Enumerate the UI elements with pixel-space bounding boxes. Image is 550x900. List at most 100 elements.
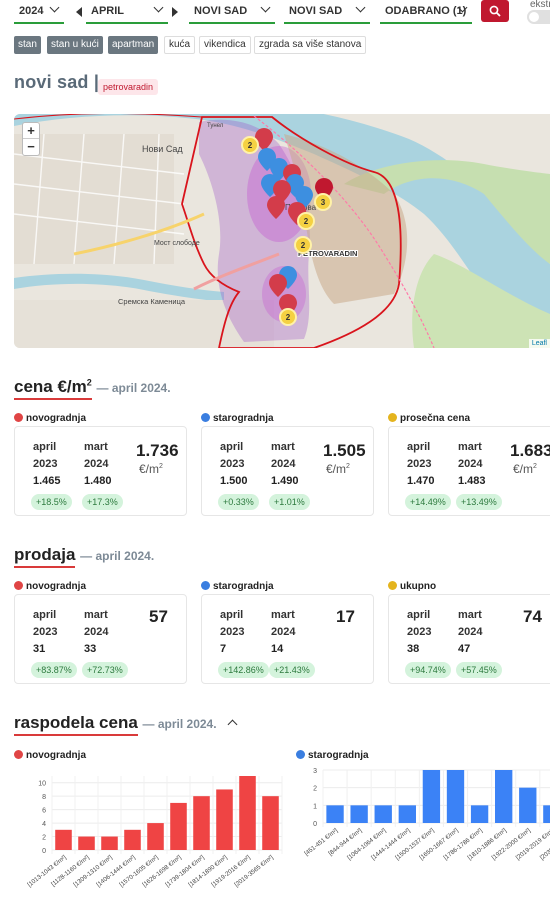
chip-label: vikendica: [204, 39, 246, 50]
price-subtitle: — april 2024.: [96, 381, 171, 395]
change-badge: +83.87%: [31, 662, 77, 678]
change-badge: +13.49%: [456, 494, 502, 510]
current-value: 57: [149, 607, 168, 626]
change-badge: +57.45%: [456, 662, 502, 678]
map-label-most: Мост слободе: [154, 239, 200, 247]
map[interactable]: Нови Сад Петрова Мост слободе Сремска Ка…: [14, 114, 550, 348]
chart-legend-starogradnja: starogradnja: [296, 750, 369, 761]
period-value: 47: [458, 643, 471, 655]
period-year: 2023: [407, 626, 432, 638]
month-select[interactable]: APRIL: [86, 0, 168, 24]
bar[interactable]: [398, 805, 416, 823]
period-value: 1.465: [33, 475, 61, 487]
y-tick-label: 1: [313, 803, 317, 810]
change-badge: +94.74%: [405, 662, 451, 678]
price-section-title: cena €/m2 — april 2024.: [14, 377, 171, 400]
bar[interactable]: [78, 836, 95, 850]
extra-toggle[interactable]: [527, 10, 550, 24]
x-tick-label: [1013-1043 €/m²]: [26, 854, 68, 889]
price-title-sup: 2: [86, 377, 92, 388]
y-tick-label: 6: [42, 808, 46, 815]
chip-label: stan: [18, 39, 37, 50]
period-year: 2024: [458, 458, 483, 470]
period-label: mart: [271, 609, 295, 621]
area-select[interactable]: NOVI SAD: [284, 0, 370, 24]
bar[interactable]: [495, 770, 513, 823]
prev-month-icon[interactable]: [76, 7, 82, 17]
city-value: NOVI SAD: [194, 5, 248, 17]
period-label: april: [220, 609, 244, 621]
stat-card: april 2023 7 mart 2024 14 17 +142.86% +21.43%: [201, 594, 374, 684]
map-zoom-control: + −: [22, 122, 40, 156]
period-label: april: [407, 609, 431, 621]
y-tick-label: 2: [42, 835, 46, 842]
card-label-ukupno: ukupno: [388, 581, 436, 592]
bar[interactable]: [170, 802, 187, 850]
bar[interactable]: [262, 796, 279, 850]
stat-card: april 2023 1.500 mart 2024 1.490 1.505 €/m2 +0.3…: [201, 426, 374, 516]
bar[interactable]: [470, 805, 489, 823]
svg-text:2: 2: [304, 217, 309, 226]
search-button[interactable]: [481, 0, 509, 22]
bar[interactable]: [55, 829, 72, 850]
period-value: 38: [407, 643, 420, 655]
bar[interactable]: [326, 805, 344, 823]
svg-text:2: 2: [301, 241, 306, 250]
change-badge: +17.3%: [82, 494, 123, 510]
chevron-down-icon: [49, 2, 60, 13]
bar[interactable]: [350, 805, 368, 823]
bar[interactable]: [519, 787, 537, 823]
legend-dot-icon: [296, 750, 305, 759]
district-select-value: ODABRANO (1): [385, 5, 467, 17]
map-attribution[interactable]: Leafl: [528, 339, 550, 348]
current-value: 1.736: [136, 441, 179, 460]
current-value: 17: [336, 607, 355, 626]
bar[interactable]: [446, 770, 465, 823]
bar[interactable]: [216, 789, 233, 850]
map-markers[interactable]: [255, 128, 333, 317]
type-chip-stan[interactable]: stan: [14, 36, 41, 54]
bar[interactable]: [374, 805, 392, 823]
price-title-text: cena €/m: [14, 377, 87, 396]
next-month-icon[interactable]: [172, 7, 178, 17]
district-badge[interactable]: petrovaradin: [98, 79, 159, 95]
y-tick-label: 0: [313, 821, 317, 828]
legend-dot-icon: [201, 581, 210, 590]
map-label-sremska: Сремска Каменица: [118, 297, 186, 306]
bar[interactable]: [239, 776, 256, 850]
type-chip-apartman[interactable]: apartman: [108, 36, 159, 54]
chip-label: stan u kući: [51, 39, 99, 50]
zoom-in-button[interactable]: +: [23, 123, 39, 139]
collapse-chevron-up-icon[interactable]: [227, 719, 238, 730]
y-tick-label: 8: [42, 794, 46, 801]
bar[interactable]: [124, 829, 141, 850]
sales-section-title: prodaja — april 2024.: [14, 545, 154, 568]
period-year: 2024: [84, 458, 109, 470]
distribution-section-title: raspodela cena — april 2024.: [14, 713, 238, 736]
bar[interactable]: [543, 805, 550, 823]
change-badge: +72.73%: [82, 662, 128, 678]
toggle-knob: [529, 12, 539, 22]
period-value: 31: [33, 643, 46, 655]
bar[interactable]: [147, 823, 164, 850]
period-label: mart: [458, 441, 482, 453]
change-badge: +142.86%: [218, 662, 269, 678]
type-chip-kuca[interactable]: kuća: [164, 36, 196, 54]
change-badge: +18.5%: [31, 494, 72, 510]
change-badge: +14.49%: [405, 494, 451, 510]
type-chip-stan-u-kuci[interactable]: stan u kući: [47, 36, 103, 54]
bar[interactable]: [193, 796, 210, 850]
zoom-out-button[interactable]: −: [27, 139, 35, 154]
city-select[interactable]: NOVI SAD: [189, 0, 275, 24]
y-tick-label: 0: [42, 848, 46, 855]
map-clusters[interactable]: 2 3 2 2 2: [241, 136, 332, 326]
district-select[interactable]: ODABRANO (1): [380, 0, 472, 24]
type-chip-zgrada[interactable]: zgrada sa više stanova: [254, 36, 367, 54]
svg-text:3: 3: [321, 198, 326, 207]
type-chip-vikendica[interactable]: vikendica: [199, 36, 251, 54]
period-label: mart: [84, 609, 108, 621]
bar[interactable]: [422, 770, 441, 823]
card-label-novogradnja: novogradnja: [14, 413, 86, 424]
bar[interactable]: [101, 836, 118, 850]
year-select[interactable]: 2024: [14, 0, 64, 24]
